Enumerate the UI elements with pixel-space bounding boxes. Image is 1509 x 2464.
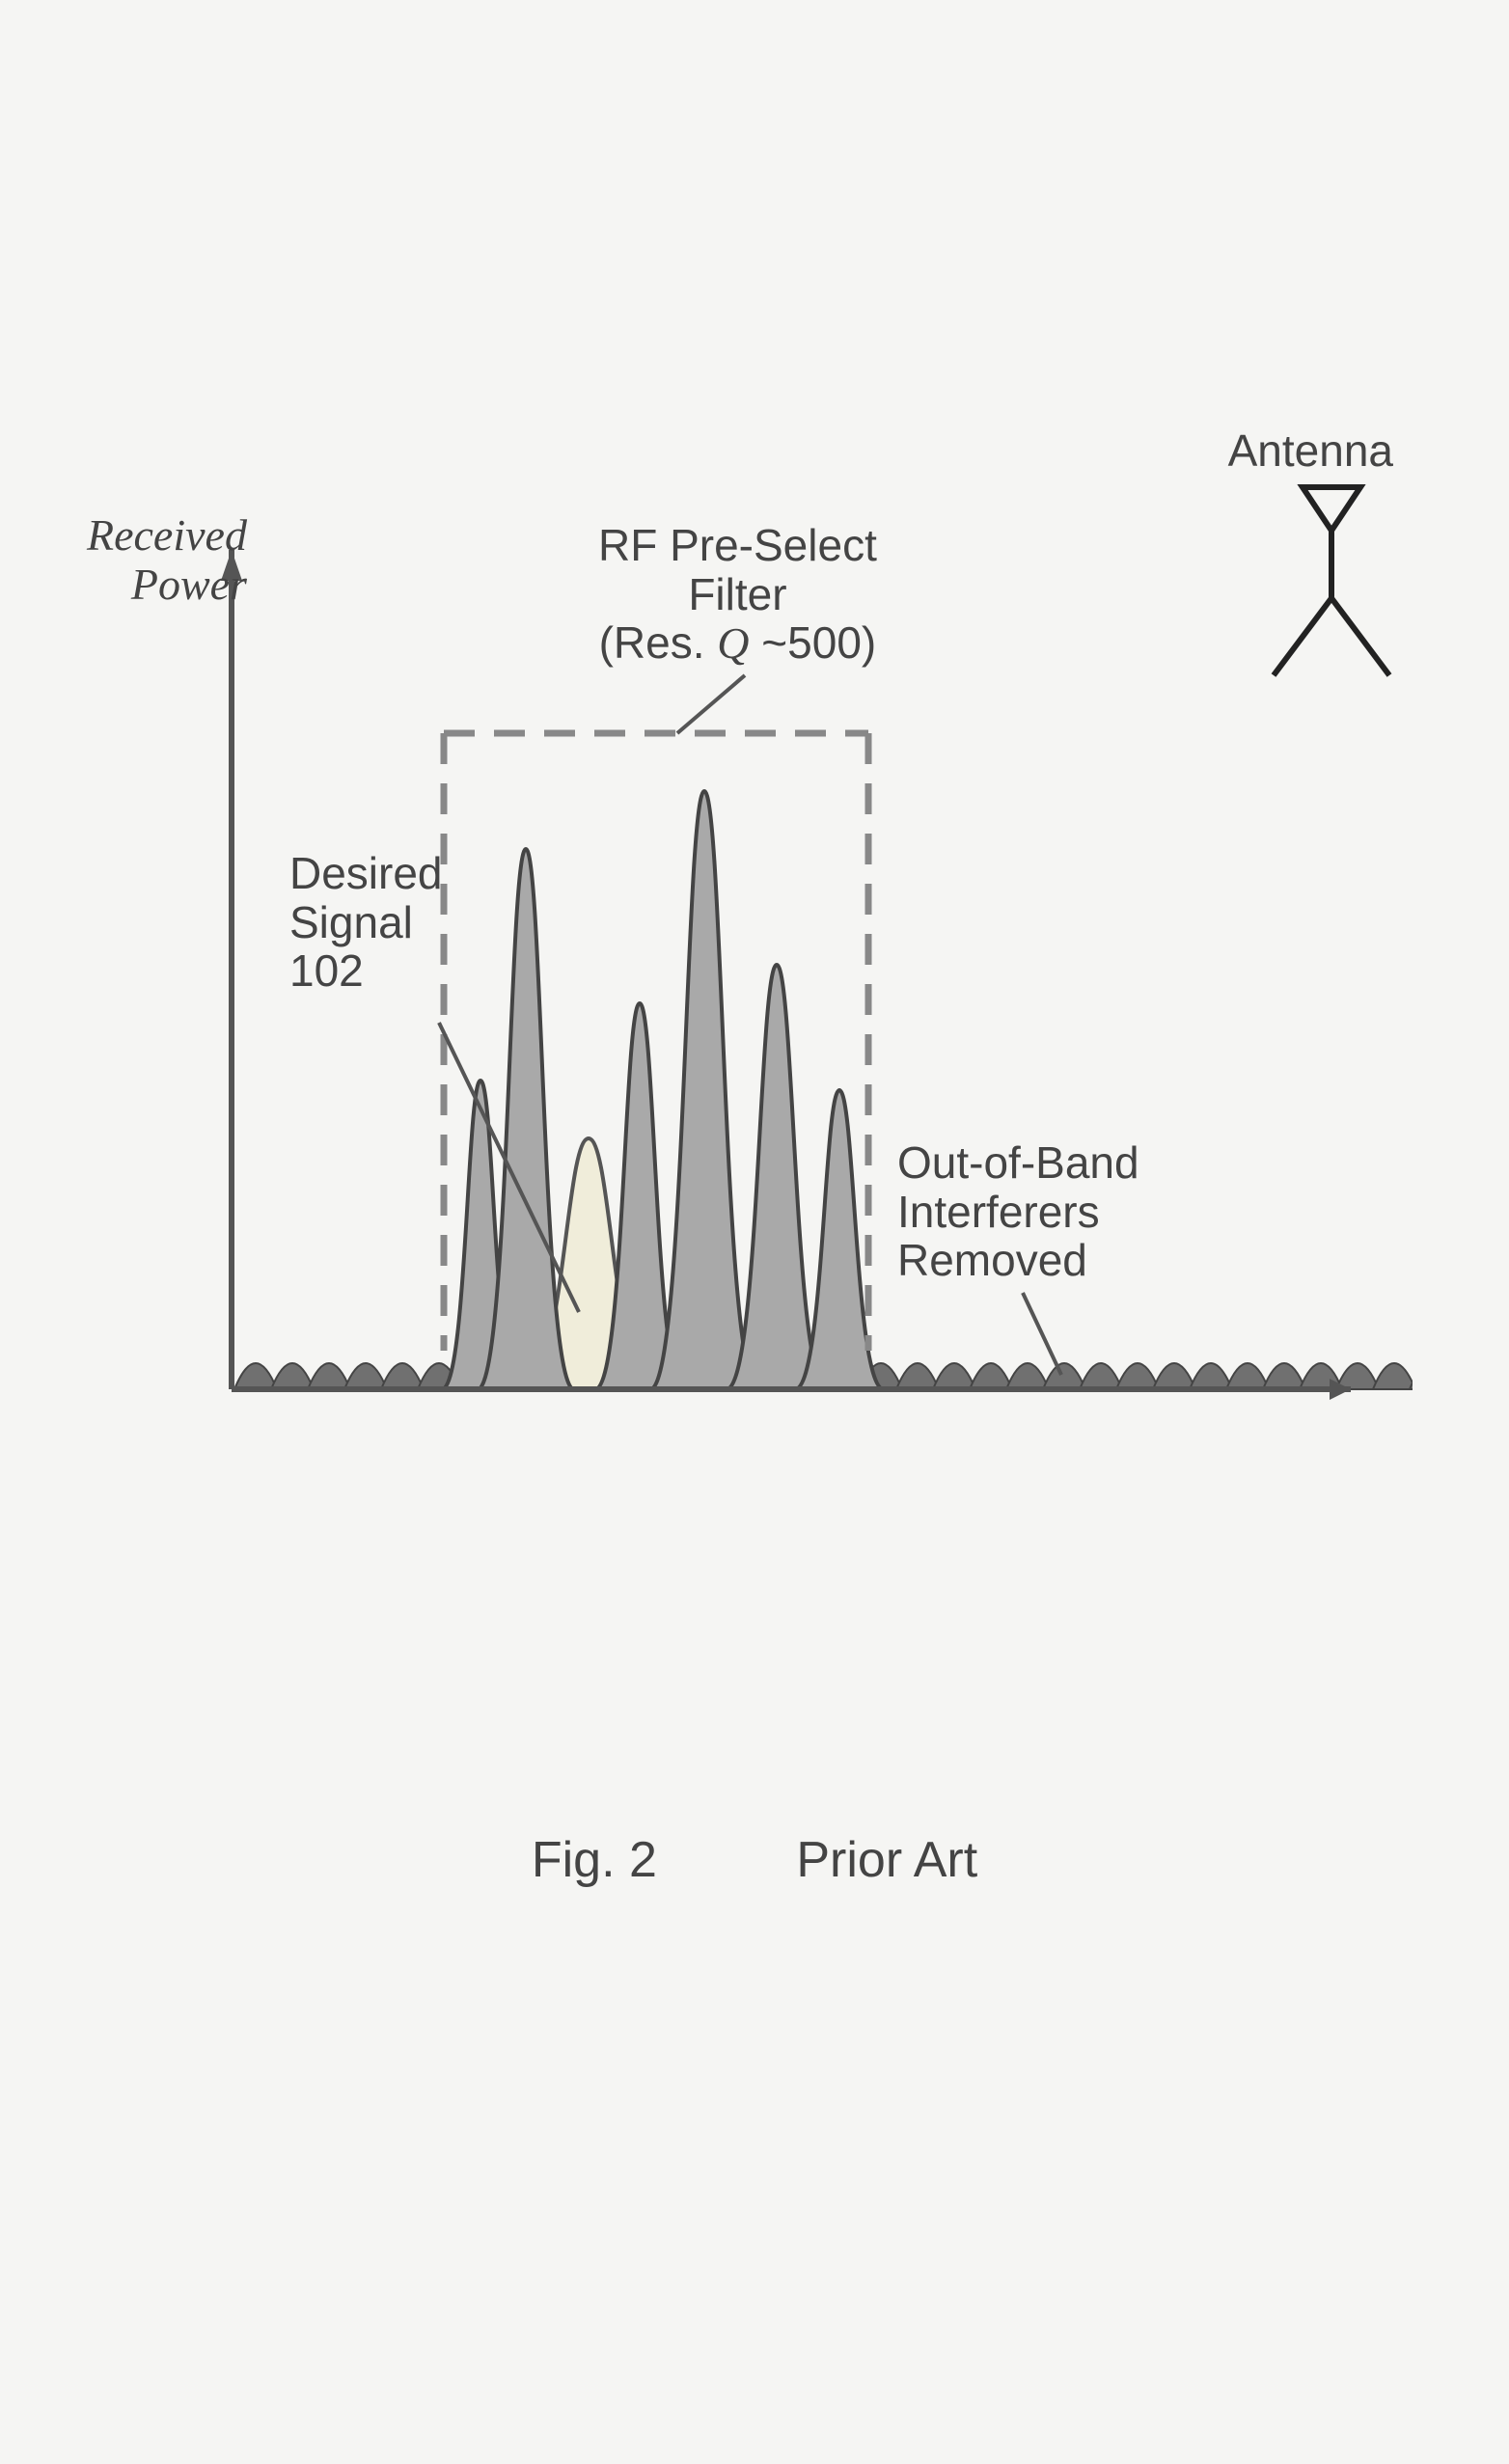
- filter-pointer-line: [677, 675, 745, 733]
- spectrum-chart: Received Power Antenna RF Pre-Select Fil…: [96, 482, 1413, 1640]
- removed-interferer-lump: [933, 1363, 975, 1389]
- desired-label-line1: Desired: [289, 849, 443, 898]
- removed-interferer-lump: [1226, 1363, 1269, 1389]
- removed-interferer-lump: [1080, 1363, 1122, 1389]
- removed-interferer-lump: [1153, 1363, 1195, 1389]
- antenna-label-text: Antenna: [1228, 425, 1393, 476]
- antenna-stand-icon: [1274, 598, 1389, 675]
- yaxis-label: Received Power: [87, 511, 247, 609]
- desired-label-line2: Signal: [289, 898, 443, 947]
- oob-label-line1: Out-of-Band: [897, 1138, 1139, 1188]
- removed-interferer-lump: [1373, 1363, 1413, 1389]
- removed-interferer-lump: [234, 1363, 277, 1389]
- removed-interferer-lump: [1006, 1363, 1049, 1389]
- removed-interferer-lump: [344, 1363, 387, 1389]
- filter-label-line2: Filter: [598, 570, 877, 619]
- removed-interferer-lump: [970, 1363, 1012, 1389]
- yaxis-label-line1: Received: [87, 511, 247, 561]
- desired-label-line3: 102: [289, 946, 443, 996]
- antenna-triangle-icon: [1303, 487, 1360, 531]
- removed-interferer-lump: [381, 1363, 424, 1389]
- oob-label-line2: Interferers: [897, 1188, 1139, 1237]
- subcaption-text: Prior Art: [796, 1832, 977, 1888]
- removed-interferer-lump: [1190, 1363, 1232, 1389]
- antenna-label: Antenna: [1228, 424, 1393, 477]
- desired-signal-label: Desired Signal 102: [289, 849, 443, 996]
- removed-interferer-lump: [308, 1363, 350, 1389]
- removed-interferer-lump: [1263, 1363, 1305, 1389]
- filter-label-line1: RF Pre-Select: [598, 521, 877, 570]
- filter-label: RF Pre-Select Filter (Res. Q ~500): [598, 521, 877, 669]
- figure-caption: Fig. 2 Prior Art: [0, 1833, 1509, 1888]
- outofband-label: Out-of-Band Interferers Removed: [897, 1138, 1139, 1285]
- filter-label-prefix: (Res.: [599, 617, 718, 668]
- oob-label-line3: Removed: [897, 1236, 1139, 1285]
- removed-interferer-lump: [896, 1363, 939, 1389]
- removed-interferer-lump: [1043, 1363, 1085, 1389]
- filter-label-q: Q: [717, 618, 749, 668]
- removed-interferer-lump: [1116, 1363, 1159, 1389]
- caption-text: Fig. 2: [532, 1833, 657, 1888]
- filter-label-suffix: ~500): [750, 617, 877, 668]
- inband-interferer-peak: [650, 791, 758, 1389]
- page: Received Power Antenna RF Pre-Select Fil…: [0, 0, 1509, 2464]
- filter-label-line3: (Res. Q ~500): [598, 618, 877, 669]
- removed-interferer-lump: [271, 1363, 314, 1389]
- yaxis-label-line2: Power: [87, 561, 247, 610]
